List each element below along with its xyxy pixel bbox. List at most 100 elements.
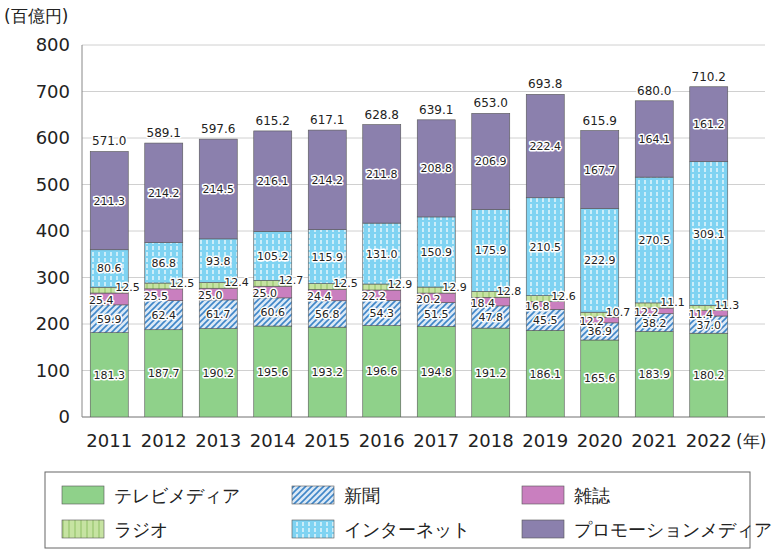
y-axis [82,45,83,417]
data-label: 11.1 [660,296,685,309]
x-tick-label: 2013 [195,430,241,451]
data-label: 680.0 [637,84,671,98]
data-label: 24.4 [307,290,332,303]
data-label: 20.2 [416,293,441,306]
data-label: 51.5 [424,308,449,321]
data-label: 181.3 [94,369,126,382]
data-label: 12.2 [580,315,605,328]
data-label: 628.8 [365,108,399,122]
bar-segment [526,330,564,417]
data-label: 270.5 [639,234,671,247]
data-label: 25.0 [198,289,223,302]
data-label: 12.2 [634,306,659,319]
data-label: 105.2 [257,250,289,263]
data-labels: 181.359.925.412.580.6211.3571.0187.762.4… [89,70,739,386]
bar-segment [254,298,292,326]
legend-swatch [522,486,564,504]
bar-segment [199,329,237,417]
data-label: 710.2 [692,70,726,84]
data-label: 22.2 [362,290,387,303]
x-tick-label: 2022 [686,430,732,451]
legend-swatch [292,520,334,538]
bar-segment [581,209,619,313]
data-label: 59.9 [97,313,122,326]
bar-segment [472,113,510,209]
x-tick-label: 2018 [468,430,514,451]
data-label: 653.0 [474,96,508,110]
data-label: 12.4 [224,276,249,289]
data-label: 10.7 [606,306,631,319]
data-label: 617.1 [310,113,344,127]
data-label: 18.4 [471,297,496,310]
data-label: 25.5 [144,290,169,303]
bars [90,87,728,417]
y-tick-label: 600 [36,127,70,148]
data-label: 25.4 [89,294,114,307]
data-label: 12.5 [333,277,358,290]
data-label: 571.0 [92,134,126,148]
x-tick-label: 2011 [86,430,132,451]
data-label: 161.2 [693,118,725,131]
x-tick-label: 2016 [359,430,405,451]
bar-segment [690,87,728,162]
grid [82,45,765,417]
data-label: 196.6 [366,365,398,378]
data-label: 86.8 [152,257,177,270]
data-label: 195.6 [257,366,289,379]
data-label: 693.8 [528,77,562,91]
data-label: 183.9 [639,368,671,381]
data-label: 193.2 [312,366,344,379]
bar-segment [254,326,292,417]
data-label: 25.0 [253,287,278,300]
legend-label: インターネット [344,519,470,540]
data-label: 615.9 [583,114,617,128]
y-tick-label: 0 [59,406,70,427]
bar-segment [363,300,401,325]
legend-label: 新聞 [344,485,380,506]
legend-swatch [292,486,334,504]
data-label: 211.8 [366,168,398,181]
data-label: 615.2 [256,114,290,128]
data-label: 16.8 [525,300,550,313]
legend-swatch [62,486,104,504]
data-label: 194.8 [421,366,453,379]
data-label: 216.1 [257,175,289,188]
data-label: 54.3 [370,307,395,320]
x-tick-label: 2014 [250,430,296,451]
data-label: 175.9 [475,244,507,257]
y-tick-label: 300 [36,267,70,288]
bar-segment [199,139,237,239]
x-tick-label: 2020 [577,430,623,451]
data-label: 214.2 [148,187,180,200]
bar-segment [90,305,128,333]
bar-segment [635,331,673,417]
bar-segment [308,230,346,284]
bar-segment [308,327,346,417]
data-label: 60.6 [261,306,286,319]
data-label: 191.2 [475,367,507,380]
x-tick-label: 2012 [141,430,187,451]
bar-segment [363,223,401,284]
data-label: 150.9 [421,246,453,259]
bar-segment [363,326,401,417]
bar-segment [635,101,673,177]
grid-line [82,45,765,46]
data-label: 589.1 [147,126,181,140]
legend-swatch [522,520,564,538]
bar-segment [363,125,401,223]
bar-segment [417,217,455,287]
bar-segment [581,340,619,417]
data-label: 62.4 [152,309,177,322]
data-label: 45.5 [533,314,558,327]
data-label: 639.1 [419,103,453,117]
data-label: 597.6 [201,122,235,136]
y-tick-label: 200 [36,313,70,334]
data-label: 12.9 [442,281,467,294]
bar-segment [145,330,183,417]
bar-segment [199,300,237,329]
bar-segment [472,210,510,292]
bar-segment [417,326,455,417]
bar-segment [417,120,455,217]
bar-segment [635,177,673,303]
data-label: 12.6 [551,290,576,303]
